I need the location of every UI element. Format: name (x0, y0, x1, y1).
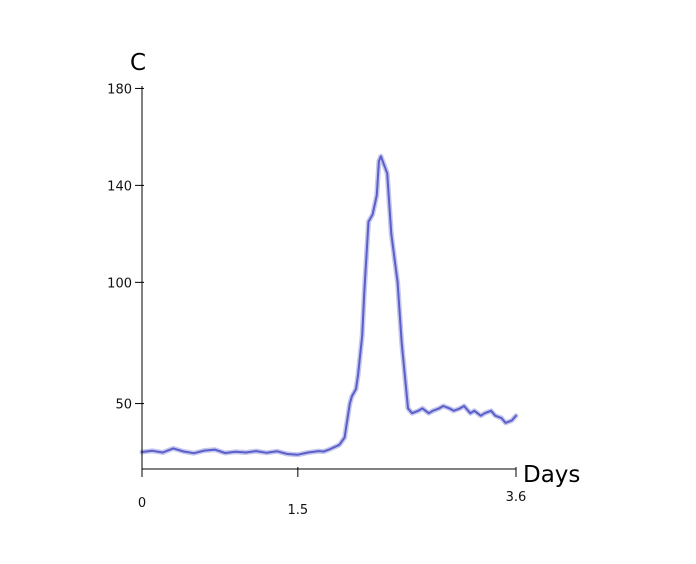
series-line-glow (139, 153, 519, 458)
y-axis-label: C (130, 50, 146, 76)
y-tick-label: 180 (107, 82, 132, 97)
y-tick-label: 140 (107, 179, 132, 194)
x-tick-label: 0 (138, 496, 146, 511)
axes (141, 86, 516, 470)
y-tick-label: 50 (115, 398, 132, 413)
x-axis-label: Days (523, 462, 580, 488)
series-line (141, 155, 517, 456)
ticks: 50 100 140 180 0 1.5 3.6 (107, 82, 526, 518)
x-tick-label: 1.5 (287, 503, 308, 518)
plot-series (139, 153, 519, 458)
y-tick-label: 100 (107, 276, 132, 291)
x-tick-label: 3.6 (506, 490, 527, 505)
